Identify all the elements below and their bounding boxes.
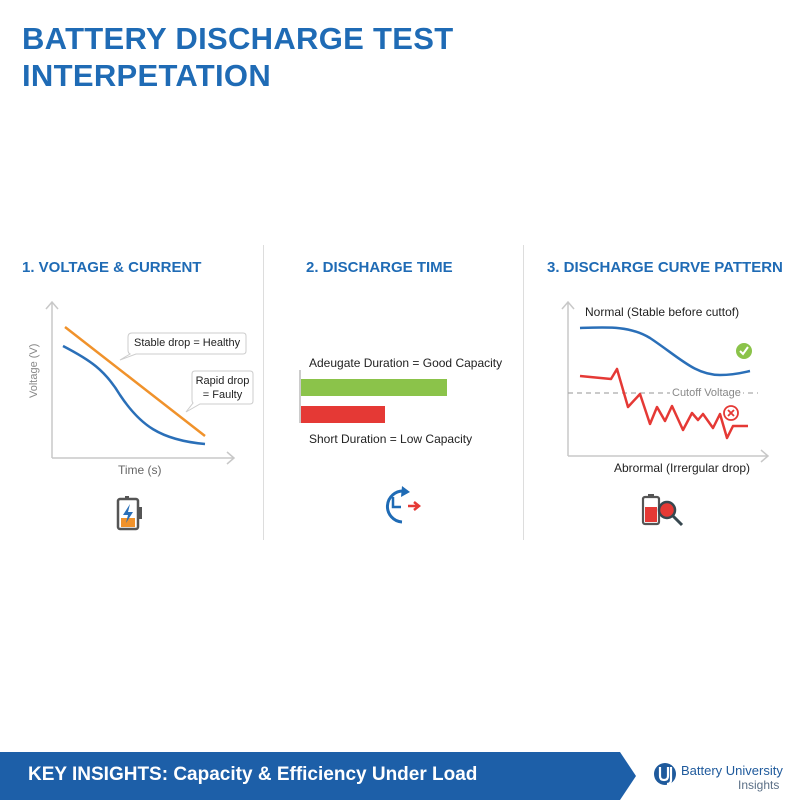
clock-arrow-icon (385, 486, 422, 524)
divider (263, 245, 264, 540)
callout-faulty-line2: = Faulty (202, 389, 243, 401)
callout-healthy-box (119, 332, 247, 361)
abnormal-label: Abrormal (Irrergular drop) (614, 461, 751, 475)
x-axis (568, 449, 770, 463)
y-axis (561, 300, 575, 456)
normal-label: Normal (Stable before cuttof) (585, 305, 740, 319)
callout-faulty-line1: Rapid drop (195, 375, 250, 387)
battery-magnifier-icon (641, 494, 684, 527)
x-axis-label: Time (s) (118, 463, 162, 477)
healthy-line (64, 326, 206, 437)
section-heading-curve-pattern: 3. DISCHARGE CURVE PATTERN (547, 259, 783, 276)
cutoff-label: Cutoff Voltage (670, 387, 743, 399)
y-axis (45, 300, 59, 458)
low-capacity-label: Short Duration = Low Capacity (309, 432, 473, 446)
normal-curve (579, 326, 751, 377)
voltage-time-chart (45, 300, 254, 465)
footer-text: KEY INSIGHTS: Capacity & Efficiency Unde… (28, 764, 478, 785)
callout-faulty: Rapid drop = Faulty (192, 374, 253, 402)
battery-charging-icon (116, 496, 142, 531)
logo-icon (654, 763, 676, 786)
section-heading-discharge-time: 2. DISCHARGE TIME (306, 259, 453, 276)
x-axis (52, 451, 236, 465)
error-x-icon (723, 405, 739, 421)
good-capacity-label: Adeugate Duration = Good Capacity (309, 356, 503, 370)
callout-faulty-box (185, 370, 254, 413)
y-axis-label: Voltage (V) (28, 343, 40, 398)
footer-banner (0, 752, 636, 800)
callout-healthy: Stable drop = Healthy (134, 337, 241, 349)
divider (523, 245, 524, 540)
good-capacity-bar (301, 379, 447, 396)
discharge-curve-chart (561, 300, 770, 463)
faulty-curve (62, 344, 206, 446)
abnormal-curve (579, 367, 748, 440)
discharge-time-bars (299, 370, 447, 423)
low-capacity-bar (301, 406, 385, 423)
page-title: BATTERY DISCHARGE TEST INTERPETATION (22, 21, 454, 93)
logo-sub: Insights (738, 778, 780, 792)
check-icon (736, 343, 752, 359)
section-heading-voltage-current: 1. VOLTAGE & CURRENT (22, 259, 202, 276)
logo-name: Battery University (681, 763, 783, 778)
